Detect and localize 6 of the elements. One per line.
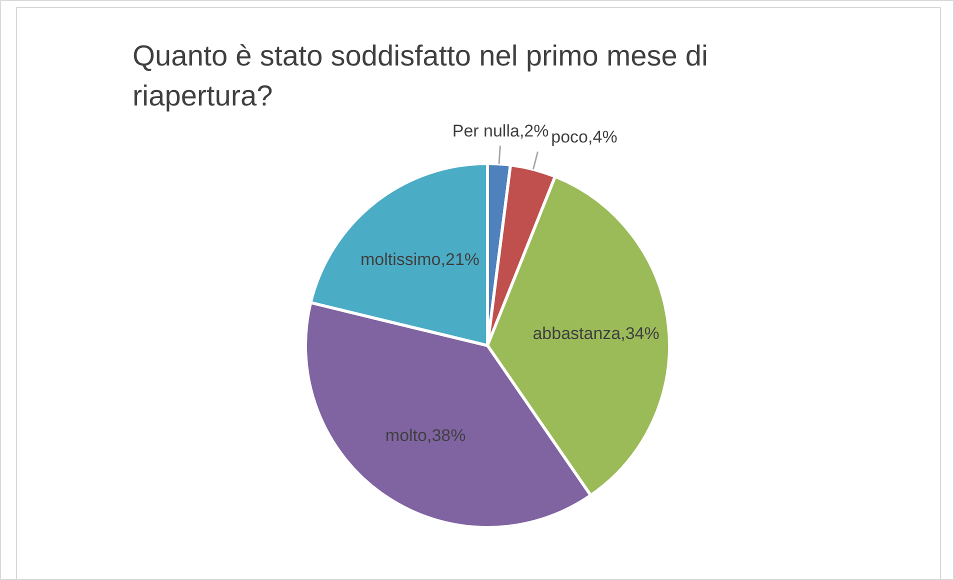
slice-label: Per nulla,2% [452, 121, 549, 140]
slice-label: moltissimo,21% [360, 250, 480, 270]
slice-label: abbastanza,34% [532, 324, 660, 343]
chart-title: Quanto è stato soddisfatto nel primo mese di riapertura? [132, 40, 708, 112]
slice-label: poco,4% [551, 127, 618, 146]
slice-label: molto,38% [385, 426, 466, 445]
